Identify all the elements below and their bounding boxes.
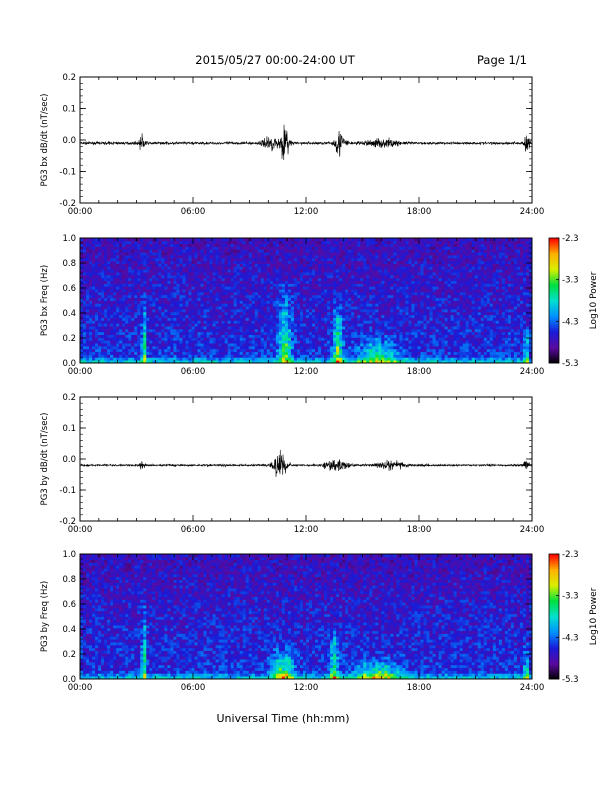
- panels: 00:00 06:00 12:00 18:00 24:00 -0.2 -0.1 0.0 0.1 0…: [40, 73, 599, 693]
- panel-4-x-tick-label: 12:00: [294, 683, 319, 693]
- figure-title: 2015/05/27 00:00-24:00 UT: [195, 53, 355, 67]
- panel-2-y-tick-label: 0.8: [62, 259, 76, 269]
- panel-3-x-tick-label: 00:00: [68, 525, 93, 535]
- panel-1-frame: [79, 76, 533, 204]
- panel-2-x-tick-label: 24:00: [520, 367, 545, 377]
- panel-2-colorbar-tick-label: -5.3: [562, 359, 579, 369]
- panel-2-colorbar-title: Log10 Power: [589, 271, 599, 329]
- panel-3-y-tick-label: 0.1: [62, 424, 76, 434]
- panel-3-x-tick-label: 18:00: [407, 525, 432, 535]
- panel-1-y-tick-label: 0.2: [62, 73, 76, 83]
- panel-2-colorbar: -2.3 -3.3 -4.3 -5.3 Log10 Power: [548, 234, 599, 369]
- panel-4-colorbar-tick-label: -2.3: [562, 550, 579, 560]
- panel-4-spectrogram: [80, 554, 533, 680]
- panel-3-x-tick-label: 06:00: [181, 525, 206, 535]
- panel-4-colorbar-tick-label: -5.3: [562, 675, 579, 685]
- panel-1-y-axis-title: PG3 bx dB/dt (nT/sec): [40, 94, 50, 187]
- panel-1-x-tick-label: 06:00: [181, 207, 206, 217]
- panel-2-x-tick-label: 06:00: [181, 367, 206, 377]
- panel-2-axes: 00:00 06:00 12:00 18:00 24:00 0.0 0.2 0.4 0.6 0.8…: [40, 234, 544, 377]
- panel-2-spectrogram: [80, 238, 533, 364]
- panel-4-colorbar-title: Log10 Power: [589, 587, 599, 645]
- panel-1-x-tick-label: 24:00: [520, 207, 545, 217]
- panel-4-y-tick-label: 0.0: [62, 675, 76, 685]
- panel-2-colorbar-tick-label: -3.3: [562, 276, 579, 286]
- panel-2-y-tick-label: 1.0: [62, 234, 76, 244]
- panel-4-colorbar-tick-label: -4.3: [562, 633, 579, 643]
- panel-2-colorbar-tick-label: -4.3: [562, 317, 579, 327]
- panel-3-y-tick-label: -0.1: [59, 486, 76, 496]
- panel-3-frame: [79, 396, 533, 522]
- panel-4-axes: 00:00 06:00 12:00 18:00 24:00 0.0 0.2 0.4 0.6 0.8…: [40, 550, 544, 693]
- x-axis-title: Universal Time (hh:mm): [217, 712, 350, 725]
- panel-2-x-tick-label: 00:00: [68, 367, 93, 377]
- panel-4-y-tick-label: 0.8: [62, 575, 76, 585]
- panel-1-y-tick-label: -0.2: [59, 199, 76, 209]
- panel-4-y-tick-label: 0.2: [62, 650, 76, 660]
- panel-4-colorbar-tick-label: -3.3: [562, 592, 579, 602]
- panel-2-colorbar-tick-label: -2.3: [562, 234, 579, 244]
- panel-2-y-tick-label: 0.4: [62, 309, 76, 319]
- panel-3-y-tick-label: 0.0: [62, 455, 76, 465]
- panel-2-x-tick-label: 12:00: [294, 367, 319, 377]
- panel-3-x-tick-label: 12:00: [294, 525, 319, 535]
- panel-4-y-tick-label: 1.0: [62, 550, 76, 560]
- panel-3-axes: 00:00 06:00 12:00 18:00 24:00 -0.2 -0.1 0.0 0.1 0…: [40, 393, 544, 535]
- panel-4-y-tick-label: 0.4: [62, 625, 76, 635]
- panel-1-x-tick-label: 00:00: [68, 207, 93, 217]
- panel-3-y-axis-title: PG3 by dB/dt (nT/sec): [40, 413, 50, 506]
- page-number: Page 1/1: [477, 53, 527, 67]
- panel-1-x-tick-label: 18:00: [407, 207, 432, 217]
- panel-1-axes: 00:00 06:00 12:00 18:00 24:00 -0.2 -0.1 0.0 0.1 0…: [40, 73, 544, 217]
- panel-2-y-tick-label: 0.6: [62, 284, 76, 294]
- panel-1-y-tick-label: -0.1: [59, 168, 76, 178]
- panel-2-y-tick-label: 0.0: [62, 359, 76, 369]
- panel-2-y-tick-label: 0.2: [62, 334, 76, 344]
- panel-4-x-tick-label: 18:00: [407, 683, 432, 693]
- panel-4-y-tick-label: 0.6: [62, 600, 76, 610]
- panel-4-x-tick-label: 06:00: [181, 683, 206, 693]
- panel-3-y-tick-label: -0.2: [59, 517, 76, 527]
- panel-3-x-tick-label: 24:00: [520, 525, 545, 535]
- panel-3-trace: [79, 449, 533, 477]
- panel-3-y-tick-label: 0.2: [62, 393, 76, 403]
- panel-4-y-axis-title: PG3 by Freq (Hz): [40, 581, 50, 652]
- panel-4-x-tick-label: 24:00: [520, 683, 545, 693]
- panel-2-y-axis-title: PG3 bx Freq (Hz): [40, 265, 50, 336]
- panel-4-x-tick-label: 00:00: [68, 683, 93, 693]
- panel-1-x-tick-label: 12:00: [294, 207, 319, 217]
- panel-2-x-tick-label: 18:00: [407, 367, 432, 377]
- panel-1-y-tick-label: 0.0: [62, 136, 76, 146]
- panel-4-colorbar: -2.3 -3.3 -4.3 -5.3 Log10 Power: [548, 550, 599, 685]
- panel-1-y-tick-label: 0.1: [62, 105, 76, 115]
- panel-1-trace: [79, 124, 533, 160]
